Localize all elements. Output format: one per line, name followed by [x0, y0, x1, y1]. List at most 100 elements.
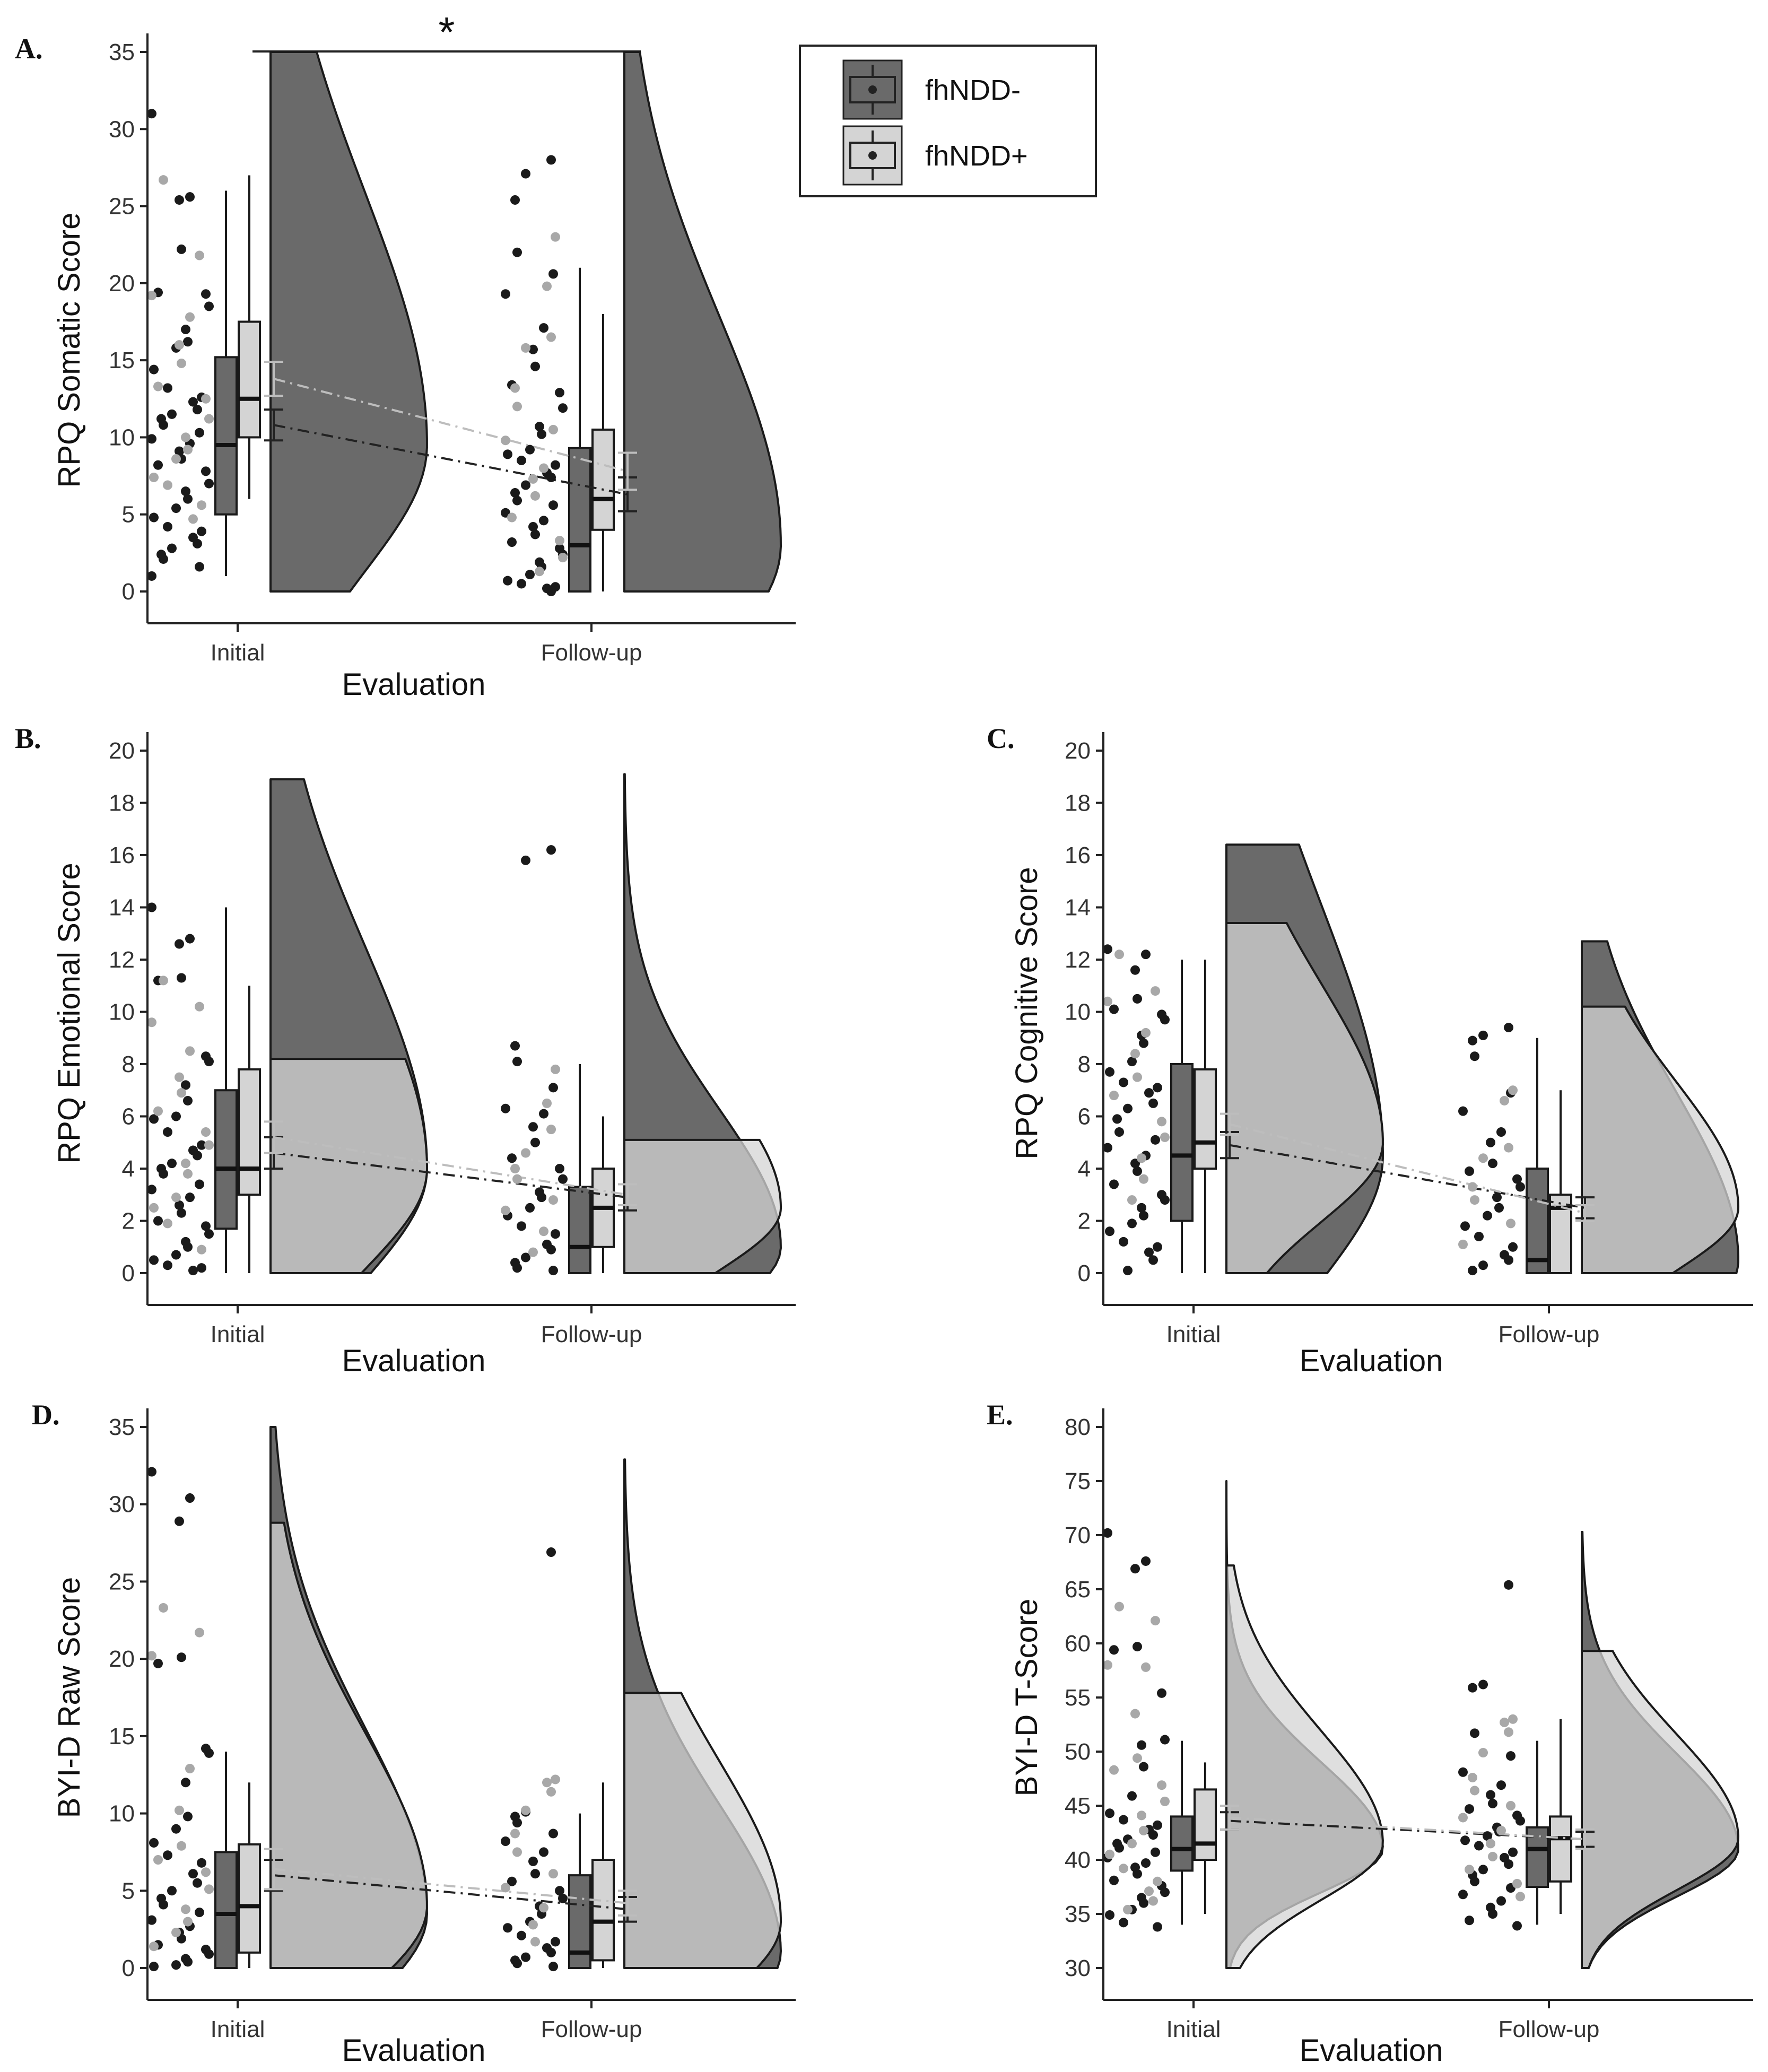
panel-c-point-fhndd-minus	[1119, 1237, 1128, 1247]
panel-a-cloud-fhndd-minus-1	[623, 51, 782, 593]
panel-a-point-fhndd-minus	[195, 562, 204, 572]
panel-a-x-tick-label: Follow-up	[541, 640, 642, 666]
panel-b-box-fhndd-plus-1	[591, 1116, 615, 1273]
panel-e-point-fhndd-plus	[1141, 1662, 1151, 1672]
panel-a-point-fhndd-minus	[558, 403, 568, 413]
panel-d-point-fhndd-minus	[167, 1886, 177, 1896]
panel-b-point-fhndd-plus	[153, 1106, 163, 1116]
panel-c-box-fhndd-minus-0	[1170, 960, 1194, 1273]
panel-e-point-fhndd-plus	[1148, 1896, 1158, 1906]
panel-b-point-fhndd-minus	[185, 1192, 195, 1203]
panel-b-point-fhndd-minus	[175, 1200, 184, 1210]
panel-c-y-tick-label: 0	[1078, 1260, 1091, 1286]
panel-a-box-fhndd-plus-0-box	[238, 320, 261, 439]
panel-c-point-fhndd-plus	[1133, 1072, 1142, 1082]
panel-a-y-tick-label: 10	[109, 424, 135, 450]
panel-a-point-fhndd-plus	[147, 291, 156, 301]
panel-d-point-fhndd-minus	[507, 1876, 517, 1886]
panel-d-y-tick-label: 20	[109, 1646, 135, 1672]
panel-e-y-tick-label: 30	[1065, 1955, 1091, 1981]
panel-b-box-fhndd-minus-0	[214, 907, 238, 1273]
panel-a-point-fhndd-plus	[185, 312, 195, 322]
panel-e-point-fhndd-minus	[1130, 1564, 1140, 1574]
panel-a-point-fhndd-minus	[501, 289, 510, 299]
panel-e-point-fhndd-minus	[1470, 1728, 1479, 1738]
panel-c-point-fhndd-minus	[1127, 1057, 1137, 1067]
panel-d-point-fhndd-plus	[177, 1841, 186, 1851]
panel-e-y-tick-label: 75	[1065, 1468, 1091, 1494]
panel-c-point-fhndd-minus	[1109, 1179, 1119, 1189]
panel-a-point-fhndd-minus	[537, 429, 546, 439]
panel-e-point-fhndd-minus	[1470, 1876, 1479, 1886]
panel-c-point-fhndd-plus	[1478, 1153, 1488, 1163]
panel-d-point-fhndd-plus	[546, 1787, 556, 1797]
panel-b-point-fhndd-minus	[546, 845, 556, 855]
panel-a-point-fhndd-minus	[548, 269, 558, 279]
panel-c-point-fhndd-plus	[1127, 1195, 1137, 1205]
panel-a-point-fhndd-minus	[204, 301, 214, 311]
panel-d-point-fhndd-minus	[149, 1962, 159, 1972]
panel-b-point-fhndd-plus	[147, 1017, 156, 1028]
panel-c-point-fhndd-minus	[1148, 1255, 1158, 1265]
panel-b-box-fhndd-plus-0-box	[238, 1068, 261, 1196]
panel-d-box-fhndd-plus-0-box	[238, 1843, 261, 1954]
panel-e-point-fhndd-minus	[1119, 1815, 1128, 1825]
panel-b-y-tick-label: 0	[122, 1260, 135, 1286]
panel-a-point-fhndd-minus	[153, 460, 163, 470]
panel-a-point-fhndd-minus	[510, 195, 520, 205]
panel-e-y-tick-label: 50	[1065, 1739, 1091, 1765]
panel-a-point-fhndd-plus	[558, 553, 568, 563]
panel-b-point-fhndd-plus	[185, 1046, 195, 1056]
panel-a-point-fhndd-plus	[181, 432, 190, 442]
panel-b-point-fhndd-minus	[183, 1095, 193, 1105]
panel-b-point-fhndd-plus	[201, 1127, 211, 1137]
panel-b-point-fhndd-plus	[501, 1205, 510, 1215]
panel-a-box-fhndd-minus-1	[568, 267, 591, 593]
panel-d-point-fhndd-minus	[147, 1915, 156, 1925]
panel-c-box-fhndd-minus-1-box	[1526, 1168, 1549, 1274]
panel-b-point-fhndd-plus	[521, 1148, 530, 1158]
panel-c-point-fhndd-minus	[1148, 1098, 1158, 1108]
panel-d-point-fhndd-plus	[149, 1942, 159, 1952]
panel-a-point-fhndd-minus	[539, 516, 548, 526]
panel-d-point-fhndd-minus	[512, 1818, 522, 1828]
panel-a-point-fhndd-minus	[147, 109, 156, 119]
panel-e-point-fhndd-plus	[1130, 1709, 1140, 1719]
panel-b-point-fhndd-minus	[167, 1159, 177, 1169]
panel-c-point-fhndd-minus	[1492, 1192, 1502, 1203]
panel-a-point-fhndd-minus	[530, 529, 540, 539]
panel-a-point-fhndd-minus	[188, 397, 198, 407]
panel-e-point-fhndd-minus	[1103, 1528, 1112, 1538]
panel-c-point-fhndd-plus	[1504, 1143, 1513, 1153]
panel-d-point-fhndd-plus	[548, 1869, 558, 1879]
panel-c-point-fhndd-minus	[1127, 1218, 1137, 1229]
panel-e-point-fhndd-plus	[1512, 1878, 1522, 1888]
panel-e-box-fhndd-plus-0	[1194, 1762, 1217, 1914]
panel-e-x-tick-label: Follow-up	[1499, 2016, 1600, 2042]
panel-e-cloud-fhndd-plus-1	[1581, 1650, 1739, 1969]
panel-e-point-fhndd-minus	[1478, 1865, 1488, 1875]
panel-c-box-fhndd-plus-0-box	[1194, 1068, 1217, 1170]
panel-a-point-fhndd-minus	[507, 537, 517, 547]
panel-d-point-fhndd-minus	[185, 1493, 195, 1503]
panel-d-point-fhndd-plus	[201, 1867, 211, 1877]
panel-a-y-axis-title: RPQ Somatic Score	[52, 213, 86, 488]
panel-c-point-fhndd-minus	[1496, 1127, 1506, 1137]
panel-c-point-fhndd-plus	[1130, 1049, 1140, 1059]
panel-d-point-fhndd-minus	[555, 1886, 564, 1896]
panel-e-point-fhndd-minus	[1105, 1910, 1114, 1920]
significance-label: *	[438, 8, 455, 56]
panel-a-point-fhndd-minus	[159, 554, 168, 564]
panel-a-point-fhndd-minus	[512, 495, 522, 506]
panel-a-y-tick-label: 15	[109, 347, 135, 373]
panel-d-point-fhndd-plus	[528, 1920, 538, 1930]
panel-d-cloud-fhndd-plus-1	[623, 1692, 782, 1969]
panel-d-point-fhndd-plus	[530, 1937, 540, 1947]
panel-e-point-fhndd-minus	[1516, 1816, 1525, 1826]
panel-b-point-fhndd-minus	[551, 1229, 560, 1239]
panel-e: 30 35 40 45 50 55 60 65 70 75 80 Initial Follow-up Ev…	[987, 1399, 1753, 2068]
panel-c-point-fhndd-minus	[1105, 1067, 1114, 1077]
panel-d-point-fhndd-minus	[503, 1923, 512, 1933]
panel-c-point-fhndd-minus	[1103, 944, 1112, 954]
panel-b-point-fhndd-plus	[197, 1244, 206, 1255]
